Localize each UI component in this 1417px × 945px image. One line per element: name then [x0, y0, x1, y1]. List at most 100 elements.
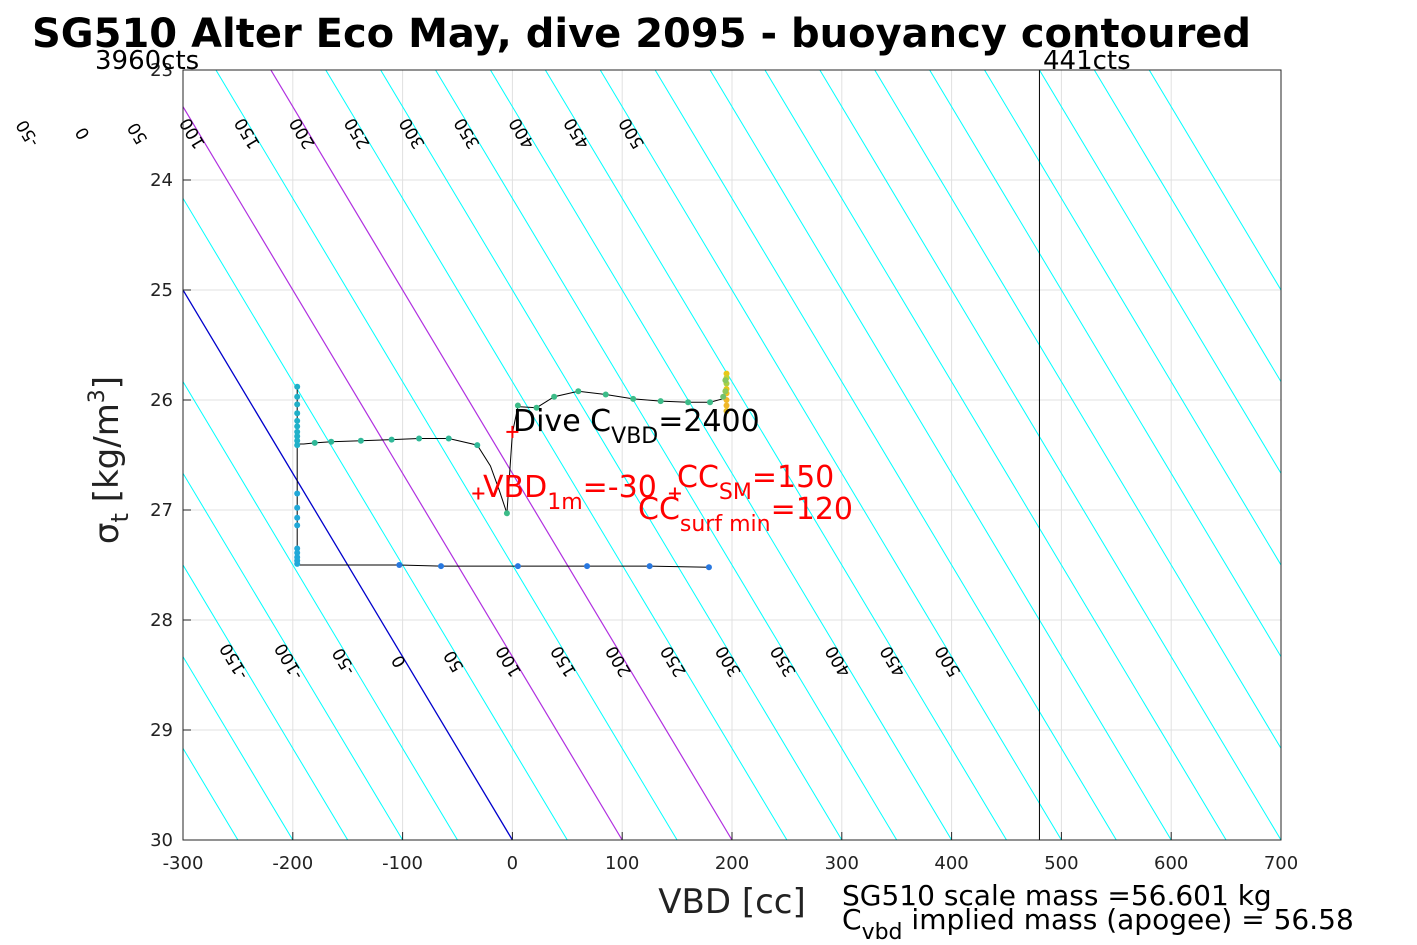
data-point: [294, 560, 301, 567]
y-tick-label: 26: [150, 390, 173, 411]
contour-line: [929, 70, 1281, 658]
data-point: [514, 563, 521, 570]
contour-line: [490, 70, 953, 840]
data-point: [707, 399, 714, 406]
contour-line: [435, 70, 898, 840]
data-point: [723, 370, 730, 377]
vbd-1m-pre: VBD: [483, 470, 547, 505]
data-point: [294, 514, 301, 521]
x-tick-label: 500: [1044, 853, 1078, 874]
x-tick-label: 100: [605, 853, 639, 874]
data-point: [720, 393, 727, 400]
data-point: [294, 423, 301, 430]
data-point: [685, 399, 692, 406]
data-point: [294, 437, 301, 444]
chart-title: SG510 Alter Eco May, dive 2095 - buoyanc…: [32, 11, 1251, 57]
contour-line: [380, 70, 843, 840]
data-point: [294, 401, 301, 408]
contour-line: [183, 655, 294, 840]
data-point: [294, 417, 301, 424]
contour-line: [984, 70, 1281, 566]
cc-sm-post: =150: [752, 460, 834, 495]
implied-mass-sub: vbd: [862, 920, 903, 945]
corner-label-left: 3960cts: [95, 46, 199, 76]
data-point: [705, 564, 712, 571]
data-point: [722, 388, 729, 395]
cc-surf-min-annotation: CCsurf min=120: [638, 492, 853, 537]
data-point: [294, 410, 301, 417]
data-point: [311, 439, 318, 446]
contour-line: [819, 70, 1281, 840]
cc-surf-sub: surf min: [680, 512, 771, 537]
data-point: [445, 435, 452, 442]
cc-surf-pre: CC: [638, 492, 680, 527]
y-tick-label: 24: [150, 170, 173, 191]
data-point: [630, 395, 637, 402]
data-point: [294, 393, 301, 400]
annotation-markers: [472, 425, 681, 500]
contour-line: [183, 472, 404, 840]
y-axis-label-sup: 3: [85, 389, 110, 403]
x-tick-label: -200: [272, 853, 313, 874]
contour-line: [183, 564, 349, 840]
contour-line: [1039, 70, 1281, 475]
dive-track: [296, 386, 727, 568]
vbd-1m-annotation: VBD1m=-30: [483, 470, 657, 515]
dive-cvbd-pre: Dive C: [513, 404, 611, 439]
data-point: [294, 504, 301, 511]
contour-line: [183, 288, 513, 840]
data-point: [416, 435, 423, 442]
cc-sm-marker: [668, 487, 681, 500]
data-point: [294, 442, 301, 449]
y-axis-label-main: σ: [87, 523, 127, 545]
data-point: [646, 563, 653, 570]
data-point: [294, 428, 301, 435]
dive-cvbd-annotation: Dive CVBD=2400: [513, 404, 760, 449]
contour-label: -50: [13, 116, 44, 150]
vbd-1m-marker: [472, 487, 485, 500]
x-tick-label: 600: [1154, 853, 1188, 874]
implied-mass-rest: implied mass (apogee) = 56.58: [903, 903, 1354, 936]
x-tick-label: 300: [825, 853, 859, 874]
data-point: [584, 563, 591, 570]
data-point: [657, 398, 664, 405]
data-point: [474, 442, 481, 449]
dive-cvbd-marker: [506, 425, 519, 438]
contour-line: [325, 70, 788, 840]
contour-line: [215, 70, 678, 840]
dive-track-line: [296, 386, 727, 568]
contour-line: [183, 105, 623, 840]
data-point: [602, 391, 609, 398]
contour-line: [874, 70, 1281, 750]
corner-label-right: 441cts: [1043, 46, 1131, 76]
data-point: [551, 393, 558, 400]
data-point: [294, 383, 301, 390]
implied-mass-text: Cvbd implied mass (apogee) = 56.58: [842, 903, 1354, 945]
contour-label: 50: [124, 119, 152, 148]
x-tick-label: -100: [382, 853, 423, 874]
contour-label: 0: [72, 123, 95, 143]
contour-line: [1093, 70, 1281, 383]
data-point: [294, 545, 301, 552]
x-tick-label: 400: [934, 853, 968, 874]
y-axis-label: σt [kg/m3]: [85, 376, 134, 544]
data-point: [438, 563, 445, 570]
contour-line: [183, 197, 568, 840]
y-tick-label: 25: [150, 280, 173, 301]
buoyancy-contours: [0, 70, 1281, 840]
axis-ticks: -300 -200 -100 0 100 200 300 400 500 600 700 23 24 25…: [150, 60, 1298, 874]
scale-mass-text: SG510 scale mass =56.601 kg: [842, 879, 1272, 912]
x-tick-label: 200: [715, 853, 749, 874]
y-axis-label-sub: t: [106, 513, 134, 522]
data-point: [722, 377, 729, 384]
contour-line: [764, 70, 1227, 840]
data-point: [723, 402, 730, 409]
data-point: [514, 402, 521, 409]
vbd-1m-post: =-30: [583, 470, 657, 505]
cc-sm-annotation: CCSM=150: [677, 460, 834, 505]
data-point: [294, 549, 301, 556]
contour-line: [0, 70, 18, 840]
dive-cvbd-sub: VBD: [611, 424, 658, 449]
data-point: [294, 522, 301, 529]
